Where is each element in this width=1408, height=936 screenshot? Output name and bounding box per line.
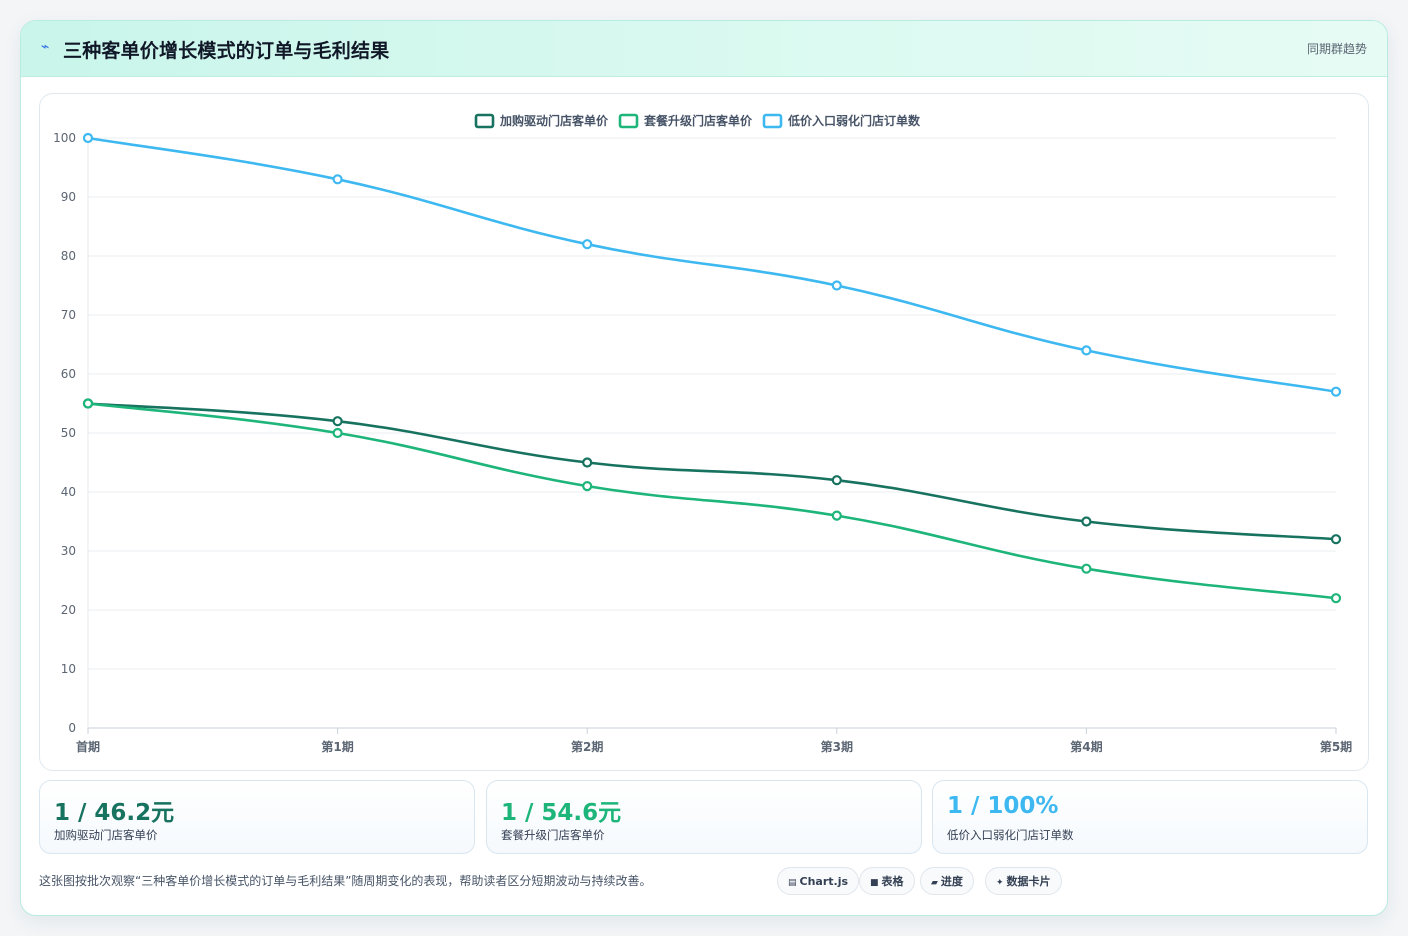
stat-label: 加购驱动门店客单价	[54, 828, 158, 842]
chip-label: 数据卡片	[1006, 875, 1051, 888]
y-tick-label: 90	[61, 190, 76, 204]
chart-card: ⌁ 三种客单价增长模式的订单与毛利结果 同期群趋势 0 10 20 30 40 50 60 7…	[20, 20, 1388, 916]
stat-value: 1 / 54.6元	[501, 800, 622, 826]
series-3-point-0	[82, 132, 94, 144]
stat-value: 1 / 100%	[947, 793, 1059, 819]
x-tick-label: 首期	[76, 739, 100, 754]
legend-label-3: 低价入口弱化门店订单数	[787, 113, 921, 128]
series-2-point-0	[82, 398, 94, 409]
chip-data-cards[interactable]: ✦ 数据卡片	[985, 867, 1062, 895]
stat-label: 套餐升级门店客单价	[501, 828, 605, 842]
stat-card-1: 1 / 46.2元 加购驱动门店客单价	[39, 780, 475, 854]
y-tick-label: 20	[61, 603, 76, 617]
chip-label: 表格	[881, 875, 904, 888]
y-tick-label: 0	[68, 721, 76, 735]
lightning-icon: ⌁	[41, 39, 50, 55]
y-tick-label: 10	[61, 662, 76, 676]
series-3-point-2	[582, 239, 593, 250]
sparkle-icon: ✦	[996, 878, 1004, 888]
series-2-point-2	[582, 481, 593, 492]
series-2-point-1	[332, 427, 343, 439]
y-tick-label: 80	[61, 249, 76, 263]
chip-label: 进度	[940, 875, 963, 888]
series-1-point-1	[332, 416, 343, 427]
stats-row: 1 / 46.2元 加购驱动门店客单价 1 / 54.6元 套餐升级门店客单价 …	[39, 780, 1369, 854]
series-3-point-3	[831, 280, 842, 291]
header-tag: 同期群趋势	[1306, 42, 1367, 56]
series-2-point-4	[1081, 563, 1092, 574]
series-3-point-1	[332, 174, 343, 185]
y-tick-label: 60	[61, 367, 76, 381]
y-tick-label: 30	[61, 544, 76, 558]
legend-swatch-1	[474, 113, 495, 129]
series-3-point-4	[1081, 345, 1092, 356]
legend-swatch-2	[618, 113, 639, 129]
y-tick-label: 100	[53, 131, 76, 145]
progress-icon: ▰	[931, 878, 938, 888]
card-header: ⌁ 三种客单价增长模式的订单与毛利结果 同期群趋势	[21, 21, 1387, 77]
series-1-point-5	[1330, 534, 1342, 545]
legend-swatch-3	[762, 113, 783, 129]
chart-container: 0 10 20 30 40 50 60 70 80 90 100 首期 第1期 第2期 第3期 第4期 第5期 加…	[39, 93, 1369, 771]
footer-note: 这张图按批次观察“三种客单价增长模式的订单与毛利结果”随周期变化的表现，帮助读者…	[39, 874, 652, 888]
line-chart: 0 10 20 30 40 50 60 70 80 90 100 首期 第1期 第2期 第3期 第4期 第5期 加…	[53, 113, 1352, 754]
chip-chartjs[interactable]: ▤ Chart.js	[777, 867, 860, 895]
chip-table[interactable]: ■ 表格	[859, 867, 915, 895]
x-tick-label: 第2期	[571, 739, 603, 754]
stat-card-2: 1 / 54.6元 套餐升级门店客单价	[486, 780, 922, 854]
series-2-point-3	[831, 510, 842, 521]
series-1-point-4	[1081, 516, 1092, 527]
series-line-3	[86, 136, 1338, 393]
stat-card-3: 1 / 100% 低价入口弱化门店订单数	[932, 780, 1368, 854]
series-3-point-5	[1330, 386, 1342, 397]
stat-label: 低价入口弱化门店订单数	[947, 828, 1074, 842]
y-tick-label: 50	[61, 426, 76, 440]
series-1-point-2	[582, 457, 593, 468]
x-tick-label: 第1期	[321, 739, 353, 754]
series-line-1	[86, 402, 1338, 541]
y-tick-label: 40	[61, 485, 76, 499]
legend-label-1: 加购驱动门店客单价	[499, 113, 609, 128]
x-tick-label: 第4期	[1070, 739, 1102, 754]
stat-value: 1 / 46.2元	[54, 800, 175, 826]
chip-label: Chart.js	[799, 875, 849, 888]
series-line-2	[86, 402, 1338, 600]
chip-progress[interactable]: ▰ 进度	[920, 867, 974, 895]
table-icon: ■	[870, 878, 879, 888]
y-tick-label: 70	[61, 308, 76, 322]
series-1-point-3	[831, 475, 842, 486]
page-title: 三种客单价增长模式的订单与毛利结果	[63, 40, 390, 62]
x-tick-label: 第5期	[1320, 739, 1352, 754]
legend-label-2: 套餐升级门店客单价	[643, 113, 753, 128]
chart-icon: ▤	[788, 878, 797, 888]
series-2-point-5	[1330, 593, 1342, 604]
x-tick-label: 第3期	[821, 739, 853, 754]
